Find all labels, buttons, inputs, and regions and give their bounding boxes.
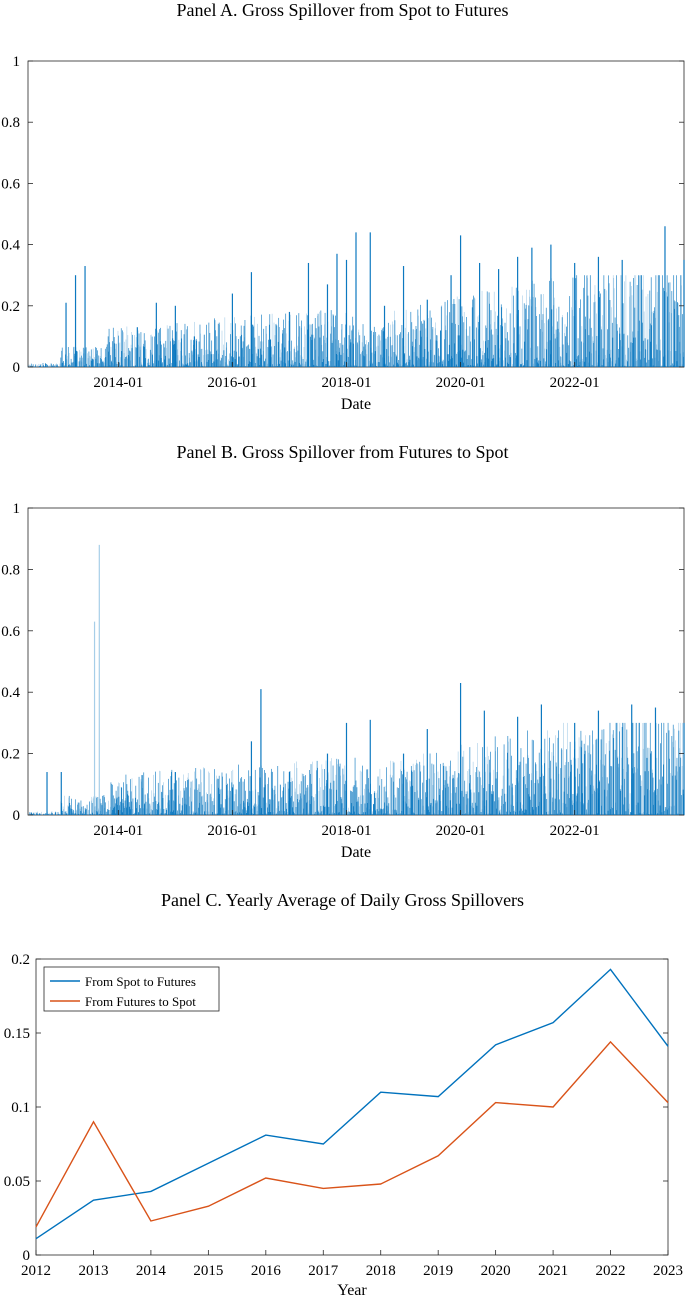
x-tick-label: 2013 bbox=[78, 1263, 108, 1279]
y-tick-label: 0 bbox=[13, 360, 21, 376]
y-tick-label: 1 bbox=[13, 501, 21, 517]
legend-label: From Futures to Spot bbox=[85, 994, 196, 1009]
x-tick-label: 2014-01 bbox=[93, 823, 143, 839]
y-tick-label: 0.2 bbox=[1, 747, 20, 763]
panel-b-chart: 0 0.2 0.4 0.6 0.8 1 2014-01 2016-01 2018-01 2020-… bbox=[1, 501, 685, 861]
x-tick-label: 2020 bbox=[481, 1263, 511, 1279]
y-tick-label: 0.6 bbox=[1, 176, 20, 192]
x-tick-label: 2014-01 bbox=[93, 375, 143, 391]
x-axis-label: Year bbox=[337, 1282, 367, 1297]
x-axis-label: Date bbox=[341, 396, 371, 413]
x-tick-label: 2018-01 bbox=[321, 375, 371, 391]
x-tick-label: 2022-01 bbox=[550, 375, 600, 391]
y-tick-label: 0.1 bbox=[11, 1100, 30, 1116]
x-tick-label: 2021 bbox=[538, 1263, 568, 1279]
series-line-futures-to-spot bbox=[35, 1040, 669, 1228]
x-tick-label: 2017 bbox=[308, 1263, 339, 1279]
y-tick-label: 0.2 bbox=[11, 952, 30, 968]
y-tick-label: 1 bbox=[13, 54, 21, 70]
x-tick-label: 2020-01 bbox=[436, 375, 486, 391]
panel-b-title: Panel B. Gross Spillover from Futures to… bbox=[176, 442, 509, 462]
legend: From Spot to Futures From Futures to Spot bbox=[43, 966, 220, 1012]
y-tick-label: 0.4 bbox=[1, 238, 20, 254]
y-tick-label: 0.8 bbox=[1, 562, 20, 578]
x-tick-label: 2020-01 bbox=[436, 823, 486, 839]
x-axis-label: Date bbox=[341, 844, 371, 861]
x-tick-label: 2023 bbox=[653, 1263, 683, 1279]
legend-box bbox=[43, 966, 220, 1012]
x-tick-label: 2022 bbox=[596, 1263, 626, 1279]
y-tick-label: 0.6 bbox=[1, 624, 20, 640]
x-tick-label: 2012 bbox=[21, 1263, 51, 1279]
x-tick-label: 2016-01 bbox=[207, 823, 257, 839]
y-tick-label: 0 bbox=[23, 1248, 31, 1264]
x-tick-label: 2016 bbox=[251, 1263, 282, 1279]
legend-label: From Spot to Futures bbox=[85, 974, 196, 989]
y-tick-label: 0.15 bbox=[4, 1026, 30, 1042]
x-tick-label: 2018-01 bbox=[321, 823, 371, 839]
x-tick-label: 2022-01 bbox=[550, 823, 600, 839]
x-tick-label: 2016-01 bbox=[207, 375, 257, 391]
panel-a-chart: 0 0.2 0.4 0.6 0.8 1 2014-01 2016-01 2018-01 2020-… bbox=[1, 54, 685, 413]
y-tick-label: 0.4 bbox=[1, 685, 20, 701]
x-tick-label: 2015 bbox=[193, 1263, 223, 1279]
panel-a-title: Panel A. Gross Spillover from Spot to Fu… bbox=[176, 0, 509, 20]
y-tick-label: 0.05 bbox=[4, 1174, 30, 1190]
y-tick-label: 0 bbox=[13, 808, 21, 824]
panel-c-chart: 0 0.05 0.1 0.15 0.2 2012 2013 2014 2015 2016 2017 2… bbox=[4, 952, 683, 1297]
x-tick-label: 2014 bbox=[136, 1263, 167, 1279]
panel-c-title: Panel C. Yearly Average of Daily Gross S… bbox=[160, 890, 525, 910]
x-tick-label: 2019 bbox=[423, 1263, 453, 1279]
x-tick-label: 2018 bbox=[366, 1263, 396, 1279]
y-tick-label: 0.8 bbox=[1, 115, 20, 131]
y-tick-label: 0.2 bbox=[1, 299, 20, 315]
series-line-spot-to-futures bbox=[35, 968, 669, 1240]
